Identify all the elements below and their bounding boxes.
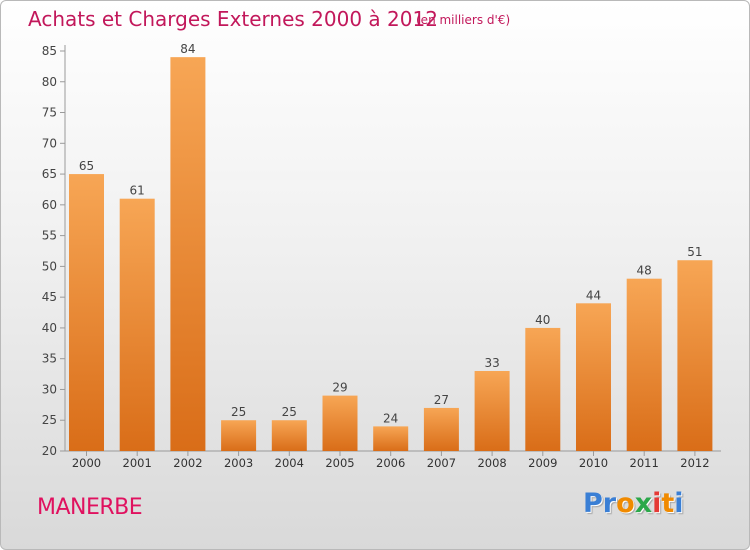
value-label: 61 [130, 184, 145, 198]
logo-letter: P [583, 488, 603, 519]
y-tick-label: 25 [42, 413, 57, 427]
x-tick-label: 2001 [123, 456, 152, 470]
x-tick-label: 2000 [72, 456, 101, 470]
y-tick-label: 35 [42, 352, 57, 366]
logo-letter: o [616, 488, 635, 519]
y-tick-label: 20 [42, 444, 57, 458]
value-labels: 65 61 84 25 25 29 24 27 33 40 44 48 51 [79, 42, 703, 425]
y-tick-label: 70 [42, 136, 57, 150]
value-label: 51 [687, 245, 702, 259]
x-tick-label: 2011 [630, 456, 659, 470]
value-label: 48 [637, 264, 652, 278]
value-label: 25 [231, 405, 246, 419]
logo-letter: r [602, 488, 617, 519]
y-tick-label: 60 [42, 198, 57, 212]
axes: 20 25 30 35 40 45 50 55 60 65 70 75 80 85 2000 2001 2002… [42, 44, 721, 470]
y-tick-label: 50 [42, 259, 57, 273]
y-tick-label: 30 [42, 382, 57, 396]
bar-2009 [525, 327, 561, 451]
value-label: 40 [535, 313, 550, 327]
x-tick-label: 2012 [680, 456, 709, 470]
y-tick-label: 65 [42, 167, 57, 181]
logo-letter: x [634, 488, 653, 519]
chart-title: Achats et Charges Externes 2000 à 2012 [28, 7, 438, 31]
bar-2006 [373, 426, 409, 451]
bar-2001 [119, 198, 155, 451]
logo-letter: i [652, 488, 662, 519]
bars [69, 57, 713, 452]
x-tick-label: 2005 [325, 456, 354, 470]
value-label: 25 [282, 405, 297, 419]
value-label: 33 [484, 356, 499, 370]
x-tick-label: 2008 [477, 456, 506, 470]
y-tick-label: 55 [42, 229, 57, 243]
value-label: 27 [434, 393, 449, 407]
bar-2008 [474, 371, 510, 451]
x-tick-label: 2009 [528, 456, 557, 470]
x-tick-label: 2002 [173, 456, 202, 470]
logo-letter: i [674, 488, 684, 519]
x-tick-label: 2010 [579, 456, 608, 470]
value-label: 44 [586, 288, 601, 302]
x-tick-label: 2007 [427, 456, 456, 470]
value-label: 29 [332, 381, 347, 395]
proxiti-logo: Proxiti [583, 488, 684, 519]
bar-2004 [271, 420, 307, 451]
y-tick-label: 45 [42, 290, 57, 304]
value-label: 24 [383, 411, 398, 425]
x-tick-label: 2006 [376, 456, 405, 470]
chart-unit-note: (en milliers d'€) [416, 13, 511, 27]
x-tick-label: 2003 [224, 456, 253, 470]
bar-2003 [221, 420, 257, 451]
y-tick-label: 75 [42, 106, 57, 120]
logo-letter: t [661, 488, 675, 519]
bar-2005 [322, 395, 358, 451]
bar-2002 [170, 57, 206, 452]
commune-name: MANERBE [37, 495, 143, 520]
bar-2000 [69, 174, 104, 452]
y-tick-label: 40 [42, 321, 57, 335]
x-tick-label: 2004 [275, 456, 304, 470]
bar-2011 [626, 278, 662, 451]
value-label: 65 [79, 159, 94, 173]
bar-2010 [576, 303, 611, 451]
y-tick-label: 80 [42, 75, 57, 89]
value-label: 84 [180, 42, 195, 56]
bar-2012 [677, 260, 713, 451]
bar-2007 [423, 407, 459, 451]
y-tick-label: 85 [42, 44, 57, 58]
